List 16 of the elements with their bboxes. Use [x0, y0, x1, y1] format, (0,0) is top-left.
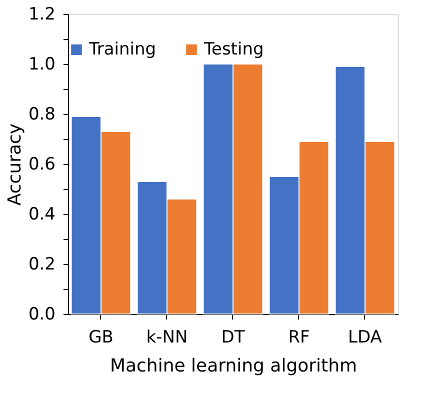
y-tick-label: 0.4	[28, 204, 56, 224]
x-tick-label: RF	[288, 328, 310, 348]
y-tick-label: 1.0	[28, 54, 56, 74]
x-tick-label: GB	[88, 328, 114, 348]
legend-label: Training	[88, 40, 156, 60]
x-axis-title: Machine learning algorithm	[110, 356, 358, 376]
y-axis-title: Accuracy	[4, 123, 26, 206]
y-tick-label: 1.2	[28, 4, 56, 24]
x-tick-label: DT	[221, 328, 246, 348]
y-tick-label: 0.0	[28, 304, 56, 324]
y-tick-label: 0.6	[28, 154, 56, 174]
y-tick-label: 0.8	[28, 104, 56, 124]
x-tick-label: LDA	[348, 328, 382, 348]
x-tick-label: k-NN	[146, 328, 188, 348]
legend-label: Testing	[203, 40, 264, 60]
y-tick-label: 0.2	[28, 254, 56, 274]
